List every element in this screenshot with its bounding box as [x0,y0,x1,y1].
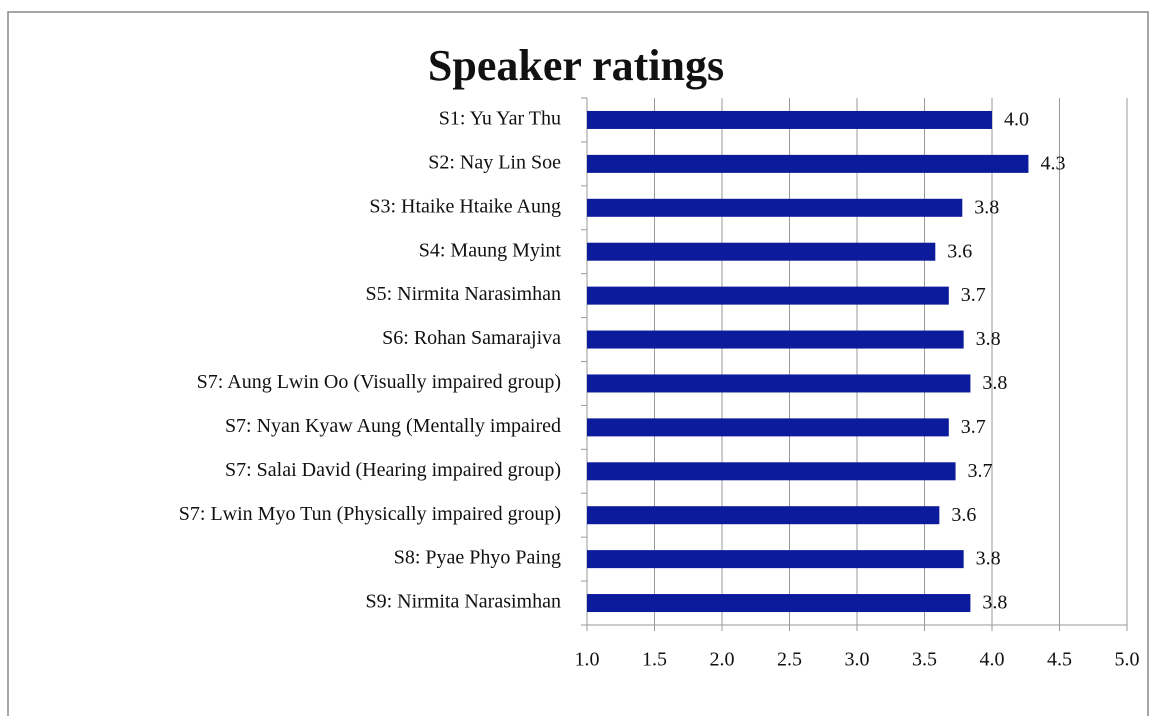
x-tick-label: 2.5 [777,649,802,671]
y-tick-label: S2: Nay Lin Soe [428,151,561,173]
y-tick-label: S7: Nyan Kyaw Aung (Mentally impaired [225,415,561,437]
bar [587,462,956,481]
bar [587,594,971,613]
y-tick-label: S9: Nirmita Narasimhan [365,591,561,613]
data-label: 4.0 [1004,109,1029,131]
bar [587,550,964,569]
bar [587,242,936,261]
y-tick-label: S7: Lwin Myo Tun (Physically impaired gr… [179,503,561,525]
data-label: 3.6 [951,504,976,526]
y-tick-label: S3: Htaike Htaike Aung [369,195,561,217]
data-label: 3.7 [961,284,986,306]
data-label: 3.8 [982,372,1007,394]
bar [587,330,964,349]
data-label: 3.6 [947,240,972,262]
bar [587,110,992,129]
y-tick-label: S8: Pyae Phyo Paing [394,547,561,569]
y-tick-label: S5: Nirmita Narasimhan [365,283,561,305]
x-tick-label: 4.0 [980,649,1005,671]
data-label: 3.7 [961,416,986,438]
bar [587,154,1029,173]
y-tick-label: S4: Maung Myint [419,239,562,261]
bar [587,286,949,305]
data-label: 3.8 [982,592,1007,614]
x-tick-label: 1.5 [642,649,667,671]
x-tick-label: 3.5 [912,649,937,671]
y-tick-label: S6: Rohan Samarajiva [382,327,561,349]
y-tick-label: S7: Aung Lwin Oo (Visually impaired grou… [197,371,561,393]
bar [587,374,971,393]
data-label: 4.3 [1040,152,1065,174]
bar [587,418,949,437]
data-label: 3.7 [968,460,993,482]
chart-title: Speaker ratings [428,41,724,90]
x-tick-label: 5.0 [1115,649,1140,671]
x-tick-label: 1.0 [575,649,600,671]
x-tick-label: 2.0 [710,649,735,671]
x-tick-label: 3.0 [845,649,870,671]
data-label: 3.8 [974,196,999,218]
bar [587,506,940,525]
data-label: 3.8 [976,328,1001,350]
y-tick-label: S1: Yu Yar Thu [439,108,561,130]
x-tick-label: 4.5 [1047,649,1072,671]
bar [587,198,963,217]
data-label: 3.8 [976,548,1001,570]
y-tick-label: S7: Salai David (Hearing impaired group) [225,459,561,481]
